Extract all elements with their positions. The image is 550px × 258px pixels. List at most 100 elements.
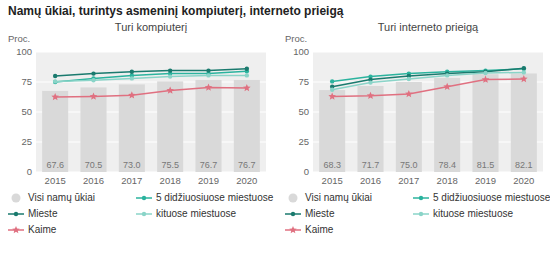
legend-marker [142, 212, 146, 216]
marker [445, 73, 449, 77]
marker [482, 76, 490, 83]
legend-marker [291, 212, 295, 216]
legend-label: Mieste [305, 208, 335, 219]
legend-label: Visi namų ūkiai [28, 192, 95, 203]
legend-label: 5 didžiuosiuose miestuose [156, 192, 274, 203]
x-tick-label: 2018 [160, 175, 181, 186]
marker [522, 66, 526, 70]
y-tick-label: 75 [298, 76, 309, 87]
marker [206, 73, 210, 77]
line [55, 87, 247, 97]
plot-background [313, 52, 543, 172]
x-tick-label: 2015 [45, 175, 66, 186]
line [332, 79, 524, 96]
legend-label: Visi namų ūkiai [305, 192, 372, 203]
panel: Turi interneto prieigąProc.0255075100201… [285, 21, 550, 235]
data-label: 71.7 [362, 160, 380, 170]
legend-swatch [289, 194, 298, 203]
y-tick-label: 0 [27, 166, 32, 177]
marker [328, 92, 336, 99]
data-label: 70.5 [85, 160, 103, 170]
data-label: 68.3 [323, 160, 341, 170]
bar [42, 91, 68, 172]
y-tick-label: 25 [21, 136, 32, 147]
marker [168, 68, 172, 72]
grid-line [313, 112, 543, 113]
marker [367, 92, 375, 99]
legend-label: Kaime [305, 224, 334, 235]
marker [245, 67, 249, 71]
marker [130, 70, 134, 74]
bar [396, 82, 422, 172]
background [0, 0, 550, 258]
marker [520, 75, 528, 82]
legend-marker [289, 226, 297, 233]
marks [42, 67, 260, 172]
marker [243, 84, 251, 91]
marker [522, 70, 526, 74]
x-tick-label: 2020 [513, 175, 534, 186]
marker [368, 80, 372, 84]
grid-line [36, 172, 266, 173]
x-tick-label: 2016 [360, 175, 381, 186]
data-label: 73.0 [123, 160, 141, 170]
grid-line [36, 142, 266, 143]
x-tick-label: 2017 [121, 175, 142, 186]
data-label: 81.5 [477, 160, 495, 170]
marker [53, 74, 57, 78]
legend-marker [14, 212, 18, 216]
marker [130, 76, 134, 80]
y-axis-label: Proc. [8, 33, 30, 44]
legend-label: kituose miestuose [156, 208, 236, 219]
line [55, 75, 247, 81]
grid-line [313, 52, 543, 53]
legend: Visi namų ūkiai 5 didžiuosiuose miestuose… [285, 192, 550, 235]
x-tick-label: 2019 [198, 175, 219, 186]
x-tick-label: 2019 [475, 175, 496, 186]
x-tick-label: 2018 [437, 175, 458, 186]
legend-marker [12, 226, 20, 233]
y-tick-label: 0 [304, 166, 309, 177]
x-tick-label: 2015 [322, 175, 343, 186]
x-tick-label: 2017 [398, 175, 419, 186]
data-label: 76.7 [238, 160, 256, 170]
marker [245, 73, 249, 77]
marker [53, 80, 57, 84]
figure-title: Namų ūkiai, turintys asmeninį kompiuterį… [8, 4, 344, 18]
bar [511, 73, 537, 172]
grid-line [313, 172, 543, 173]
marker [330, 88, 334, 92]
y-tick-label: 100 [293, 46, 309, 57]
y-tick-label: 25 [298, 136, 309, 147]
x-tick-label: 2020 [236, 175, 257, 186]
marker [206, 68, 210, 72]
data-label: 82.1 [515, 160, 533, 170]
data-label: 75.5 [161, 160, 179, 170]
data-label: 78.4 [438, 160, 456, 170]
marker [483, 71, 487, 75]
marker [405, 90, 413, 97]
chart-root: Namų ūkiai, turintys asmeninį kompiuterį… [0, 0, 550, 258]
data-label: 76.7 [200, 160, 218, 170]
legend-marker [419, 196, 423, 200]
bar [119, 84, 145, 172]
marks [319, 66, 537, 172]
data-labels: 68.371.775.078.481.582.1 [323, 160, 532, 170]
grid-line [36, 112, 266, 113]
data-labels: 67.670.573.075.576.776.7 [46, 160, 255, 170]
marker [168, 74, 172, 78]
grid-line [313, 142, 543, 143]
legend-label: kituose miestuose [433, 208, 513, 219]
legend-label: Kaime [28, 224, 57, 235]
marker [91, 71, 95, 75]
marker [443, 83, 451, 90]
x-tick-label: 2016 [83, 175, 104, 186]
plot-background [36, 52, 266, 172]
legend-label: 5 didžiuosiuose miestuose [433, 192, 550, 203]
bar [319, 90, 345, 172]
y-tick-label: 100 [16, 46, 32, 57]
marker [51, 93, 59, 100]
legend-label: Mieste [28, 208, 58, 219]
marker [205, 83, 213, 90]
panel: Turi kompiuterįProc.02550751002015201620… [8, 21, 274, 235]
